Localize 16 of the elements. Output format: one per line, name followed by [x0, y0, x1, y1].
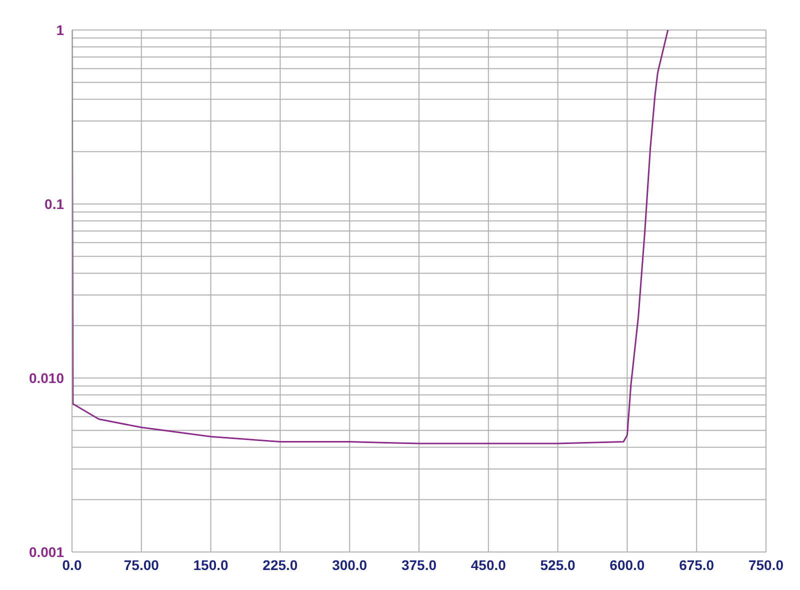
x-tick-label: 75.00	[124, 556, 160, 573]
x-tick-label: 525.0	[540, 556, 576, 573]
y-tick-label: 0.010	[28, 370, 64, 386]
line-series	[72, 30, 669, 444]
x-tick-label: 150.0	[193, 556, 229, 573]
y-tick-label: 0.1	[44, 196, 64, 212]
x-tick-label: 750.0	[748, 556, 784, 573]
x-tick-label: 450.0	[470, 556, 506, 573]
x-tick-label: 300.0	[332, 556, 368, 573]
x-tick-label: 675.0	[679, 556, 714, 573]
y-tick-label: 1	[56, 22, 64, 38]
x-tick-label: 600.0	[610, 556, 645, 573]
x-tick-label: 0.0	[62, 556, 82, 573]
x-tick-label: 225.0	[262, 556, 298, 573]
y-tick-label: 0.001	[28, 544, 64, 560]
x-tick-label: 375.0	[401, 556, 437, 573]
